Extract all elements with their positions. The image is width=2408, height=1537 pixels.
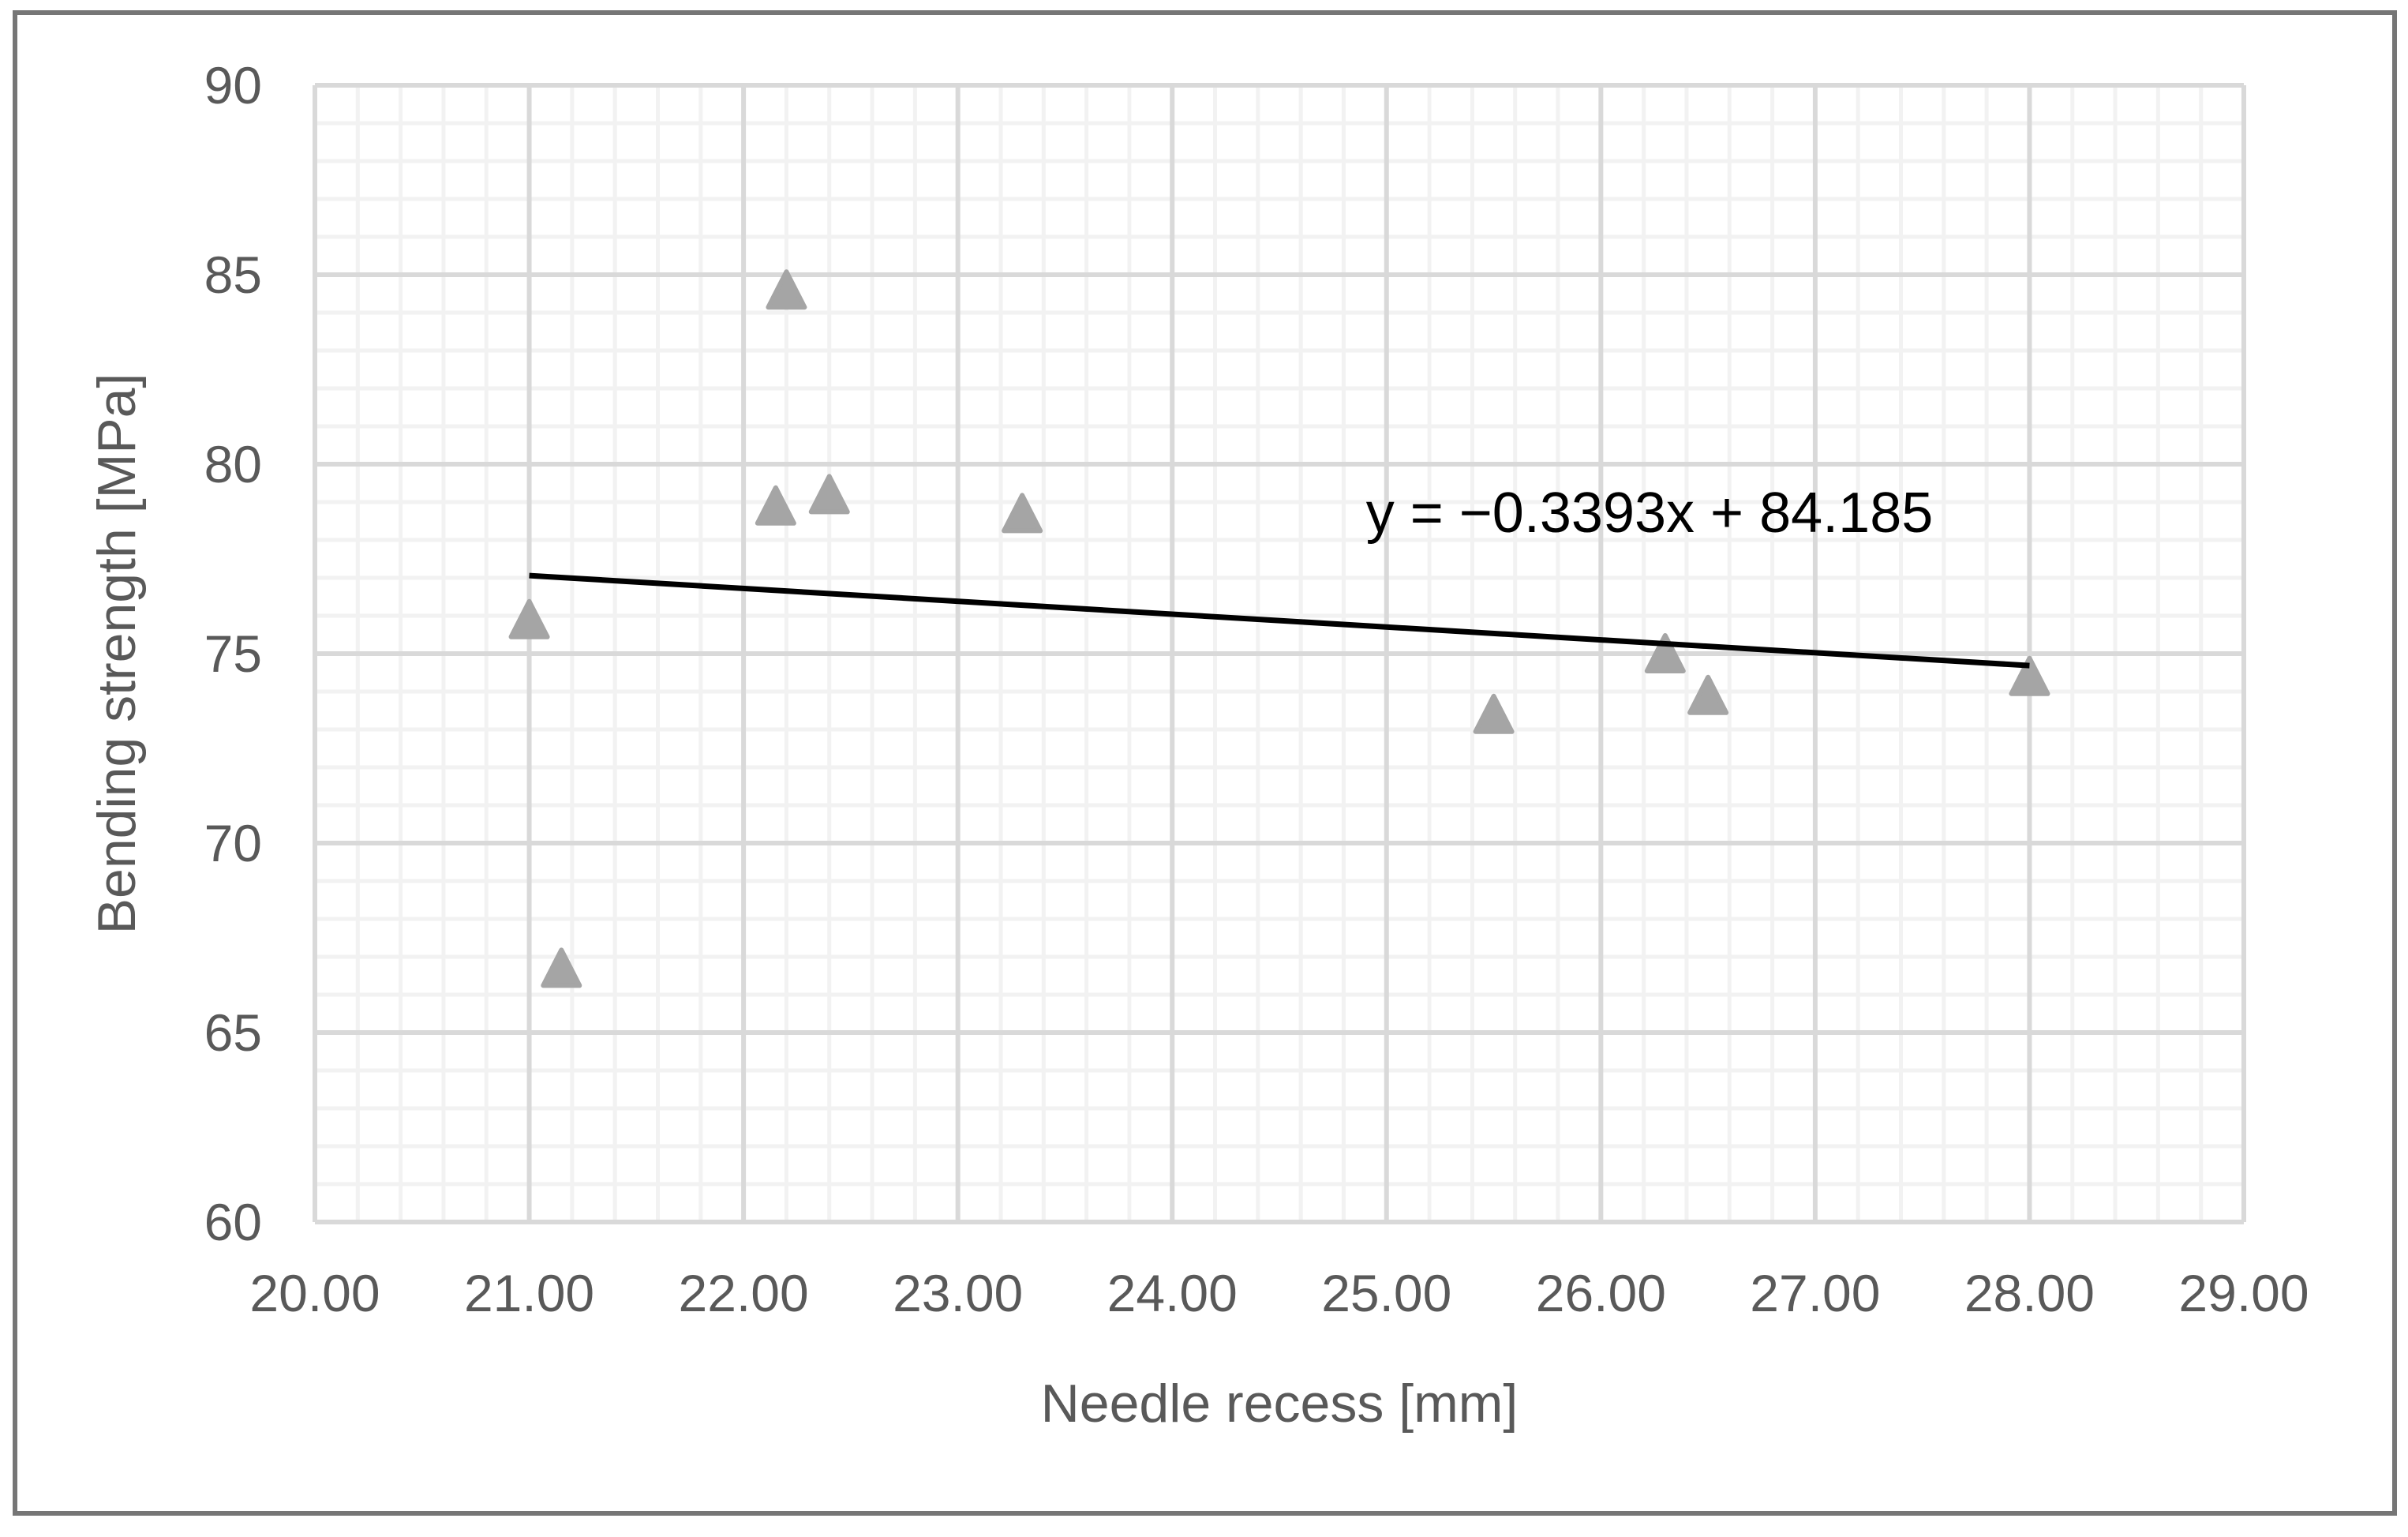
x-tick-label: 26.00 (1536, 1264, 1666, 1322)
x-tick-label: 28.00 (1964, 1264, 2095, 1322)
data-point-marker (1644, 633, 1686, 673)
x-tick-label: 21.00 (464, 1264, 594, 1322)
data-point-marker (1473, 693, 1515, 734)
x-axis-title: Needle recess [mm] (1040, 1374, 1519, 1434)
data-point-marker (755, 485, 796, 526)
y-tick-label: 65 (204, 1003, 262, 1062)
x-tick-label: 24.00 (1107, 1264, 1238, 1322)
x-tick-label: 29.00 (2178, 1264, 2309, 1322)
data-point-markers (508, 269, 2050, 988)
x-tick-label: 20.00 (249, 1264, 380, 1322)
y-axis-title: Bending strength [MPa] (87, 373, 147, 935)
x-tick-label: 27.00 (1750, 1264, 1880, 1322)
x-tick-label: 23.00 (893, 1264, 1023, 1322)
y-tick-label: 70 (204, 814, 262, 872)
y-axis-tick-labels: 60 65 70 75 80 85 90 (204, 56, 262, 1251)
y-tick-label: 85 (204, 246, 262, 304)
y-tick-label: 80 (204, 435, 262, 493)
trendline-equation-label: y = −0.3393x + 84.185 (1365, 482, 1934, 545)
data-point-marker (1002, 493, 1043, 534)
data-point-marker (766, 269, 807, 310)
data-point-marker (2009, 655, 2050, 696)
data-point-marker (1687, 674, 1729, 715)
x-tick-label: 22.00 (679, 1264, 809, 1322)
major-gridlines (313, 83, 2246, 1224)
x-axis-tick-labels: 20.00 21.00 22.00 23.00 24.00 25.00 26.00 27.00… (249, 1264, 2309, 1322)
x-tick-label: 25.00 (1321, 1264, 1451, 1322)
y-tick-label: 90 (204, 56, 262, 114)
trendline-segment (529, 572, 2030, 669)
y-tick-label: 60 (204, 1193, 262, 1251)
data-point-marker (541, 947, 582, 988)
data-point-marker (808, 474, 850, 515)
trendline (529, 572, 2030, 669)
y-tick-label: 75 (204, 624, 262, 683)
data-point-marker (508, 598, 550, 639)
